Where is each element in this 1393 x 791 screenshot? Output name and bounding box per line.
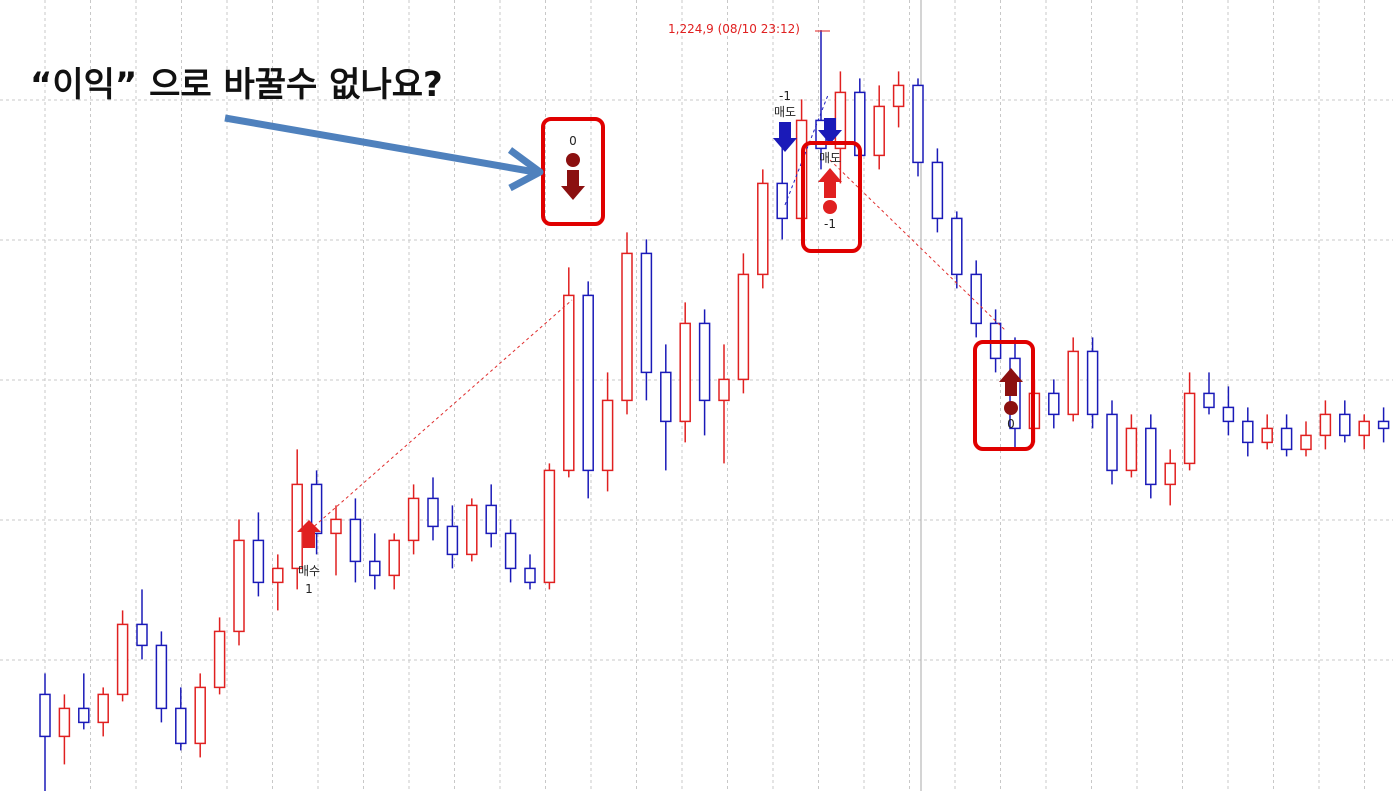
- candle-body: [524, 567, 536, 584]
- candle-body: [1300, 434, 1312, 451]
- candle-body: [407, 497, 420, 542]
- candle-body: [349, 518, 362, 563]
- candle-body: [718, 378, 730, 402]
- candle-body: [466, 504, 478, 556]
- candle-body: [1106, 413, 1118, 472]
- candle-body: [213, 630, 226, 689]
- candle-body: [1319, 413, 1332, 437]
- candle-body: [155, 644, 168, 710]
- candle-body: [1086, 350, 1099, 416]
- signal-qty: 0: [1007, 417, 1015, 431]
- candle-body: [427, 497, 439, 528]
- candle-body: [757, 182, 769, 276]
- signal-qty: 1: [305, 582, 313, 596]
- candle-body: [1183, 392, 1196, 465]
- candle-body: [446, 525, 459, 556]
- candle-body: [1339, 413, 1351, 437]
- candle-body: [485, 504, 497, 535]
- annotation: “이익” 으로 바꿀수 없나요?: [30, 65, 443, 105]
- candle-body: [1067, 350, 1079, 416]
- candle-body: [873, 105, 885, 157]
- candle-body: [252, 539, 265, 584]
- signal-label: 매도: [819, 151, 841, 165]
- candle-body: [970, 273, 982, 325]
- signal-label: 매수: [298, 564, 320, 578]
- candle-body: [330, 518, 342, 535]
- candle-body: [698, 322, 711, 402]
- candle-body: [1203, 392, 1215, 409]
- candle-body: [1242, 420, 1254, 444]
- candle-body: [58, 707, 71, 738]
- candle-body: [737, 273, 750, 381]
- candle-body: [640, 252, 653, 374]
- candle-body: [1261, 427, 1273, 444]
- signal-label: 매도: [774, 105, 796, 119]
- candle-body: [136, 623, 148, 647]
- candle-body: [679, 322, 691, 423]
- candle-body: [1048, 392, 1060, 416]
- candle-body: [1125, 427, 1138, 472]
- candle-body: [116, 623, 129, 696]
- candle-body: [1280, 427, 1293, 451]
- signal-qty: -1: [779, 89, 791, 103]
- candle-body: [931, 161, 944, 220]
- candle-body: [272, 567, 284, 584]
- candle-body: [504, 532, 517, 570]
- candle-body: [1377, 420, 1390, 430]
- candle-body: [1358, 420, 1370, 437]
- candle-body: [369, 560, 381, 577]
- candle-body: [291, 483, 303, 570]
- candle-body: [1164, 462, 1176, 486]
- candle-body: [175, 707, 187, 745]
- candle-body: [543, 469, 556, 584]
- candle-body: [1222, 406, 1235, 423]
- candle-body: [97, 693, 109, 724]
- candle-body: [776, 182, 788, 220]
- candle-body: [39, 693, 51, 738]
- candle-body: [951, 217, 963, 276]
- candle-body: [388, 539, 400, 577]
- candle-body: [621, 252, 633, 402]
- candle-body: [563, 294, 575, 472]
- candle-body: [1145, 427, 1157, 486]
- high-label: 1,224,9 (08/10 23:12): [668, 22, 800, 36]
- candles: [39, 30, 1390, 791]
- candle-body: [601, 399, 614, 472]
- signal-qty: 0: [569, 134, 577, 148]
- candle-body: [310, 483, 323, 535]
- candle-body: [233, 539, 245, 633]
- candle-body: [78, 707, 90, 724]
- annotation-arrow: [224, 114, 544, 192]
- candle-body: [834, 91, 847, 150]
- candle-body: [912, 84, 924, 164]
- signals: 매수 1 0 -1 매도 매도 -1 0: [297, 89, 1023, 596]
- candle-body: [660, 371, 672, 423]
- candle-body: [582, 294, 594, 472]
- candle-body: [194, 686, 206, 745]
- candle-body: [892, 84, 905, 108]
- trade-lines: [309, 94, 1006, 531]
- signal-qty: -1: [824, 217, 836, 231]
